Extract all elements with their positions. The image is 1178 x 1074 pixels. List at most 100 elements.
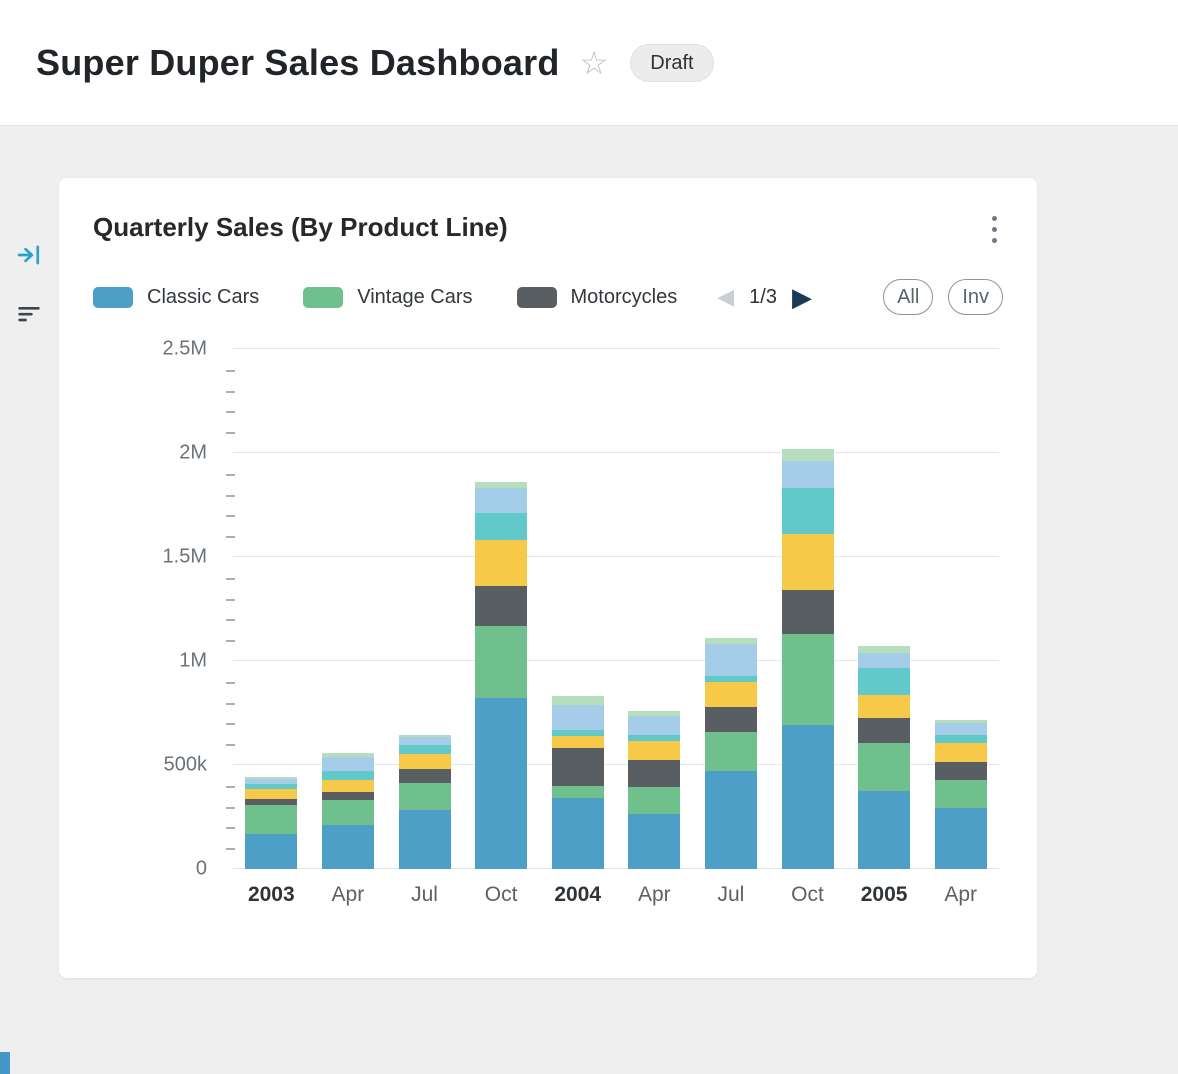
bar-segment-series2	[475, 586, 528, 626]
bar-8	[858, 349, 911, 869]
bar-segment-series3	[398, 753, 451, 770]
bar-segment-series0	[475, 698, 528, 869]
bar-segment-series5	[934, 723, 987, 735]
bar-segment-series0	[551, 798, 604, 869]
y-tick-label: 1.5M	[162, 545, 207, 568]
legend-pager: ◀ 1/3 ▶	[717, 282, 812, 313]
bar-segment-series0	[321, 825, 374, 869]
y-minor-tick	[226, 848, 235, 851]
legend-prev-icon[interactable]: ◀	[717, 284, 735, 309]
bar-segment-series3	[475, 540, 528, 587]
x-tick-label: Apr	[637, 883, 671, 906]
legend-item-2[interactable]: Motorcycles	[516, 286, 677, 309]
bar-segment-series6	[628, 710, 681, 717]
bar-segment-series1	[934, 779, 987, 808]
bar-segment-series3	[704, 681, 757, 707]
page-header: Super Duper Sales Dashboard ☆ Draft	[0, 0, 1178, 126]
x-tick-label: 2003	[247, 883, 295, 906]
bar-segment-series1	[628, 786, 681, 814]
bar-segment-series2	[628, 759, 681, 787]
bar-segment-series4	[628, 734, 681, 742]
y-tick-label: 2.5M	[162, 337, 207, 360]
bar-segment-series6	[704, 638, 757, 645]
y-minor-tick	[226, 369, 235, 372]
bar-segment-series5	[704, 644, 757, 676]
bar-segment-series0	[858, 791, 911, 869]
expand-panel-icon[interactable]	[14, 240, 44, 270]
y-minor-tick	[226, 494, 235, 497]
y-minor-tick	[226, 411, 235, 414]
y-minor-tick	[226, 681, 235, 684]
gridline	[233, 868, 999, 869]
bar-segment-series1	[551, 785, 604, 799]
bar-segment-series2	[781, 590, 834, 634]
y-minor-tick	[226, 598, 235, 601]
bar-segment-series5	[475, 488, 528, 514]
bar-segment-series2	[704, 706, 757, 732]
legend-item-1[interactable]: Vintage Cars	[303, 285, 473, 309]
bar-segment-series0	[934, 807, 987, 869]
x-tick-label: 2005	[860, 883, 908, 906]
bar-5	[628, 349, 681, 869]
bar-segment-series3	[781, 534, 834, 591]
y-minor-tick	[226, 640, 235, 643]
bar-1	[321, 349, 374, 869]
gridline	[233, 556, 999, 557]
bar-4	[551, 349, 604, 869]
bar-segment-series0	[398, 809, 451, 869]
bar-segment-series1	[781, 633, 834, 726]
gridline	[233, 764, 999, 765]
x-tick-label: Apr	[944, 883, 978, 906]
y-minor-tick	[226, 390, 235, 393]
bar-segment-series4	[704, 675, 757, 682]
legend-next-icon[interactable]: ▶	[791, 281, 812, 312]
bar-segment-series6	[321, 752, 374, 757]
y-minor-tick	[226, 723, 235, 726]
bar-segment-series5	[321, 756, 374, 772]
kebab-menu-icon[interactable]	[986, 208, 1003, 251]
bar-segment-series0	[245, 833, 298, 869]
bar-7	[781, 349, 834, 869]
bar-segment-series5	[628, 716, 681, 735]
bar-segment-series3	[551, 735, 604, 749]
y-minor-tick	[226, 577, 235, 580]
page-title: Super Duper Sales Dashboard	[36, 41, 560, 83]
bottom-left-accent	[0, 1052, 10, 1074]
y-tick-label: 1M	[179, 649, 207, 672]
filter-icon[interactable]	[14, 298, 44, 328]
bar-segment-series4	[934, 734, 987, 744]
bar-segment-series6	[858, 646, 911, 653]
bar-segment-series0	[781, 725, 834, 869]
bar-segment-series4	[398, 745, 451, 754]
bar-segment-series6	[781, 448, 834, 462]
y-minor-tick	[226, 785, 235, 788]
y-minor-tick	[226, 619, 235, 622]
y-minor-tick	[226, 827, 235, 830]
bar-segment-series6	[475, 482, 528, 489]
bar-segment-series6	[245, 776, 298, 779]
legend-label: Vintage Cars	[357, 285, 473, 308]
x-tick-label: Jul	[717, 883, 745, 906]
bar-segment-series5	[858, 652, 911, 669]
gridline	[233, 348, 999, 349]
legend-item-0[interactable]: Classic Cars	[93, 286, 259, 309]
favorite-star-icon[interactable]: ☆	[579, 44, 609, 81]
legend-swatch	[303, 286, 344, 308]
bar-segment-series2	[551, 748, 604, 786]
bar-2	[398, 349, 451, 869]
stacked-bar-chart: 0 500k 1M 1.5M 2M 2.5M 2003 Apr Jul Oct 2004 Apr Ju…	[93, 338, 1003, 924]
inv-button[interactable]: Inv	[948, 279, 1003, 315]
y-minor-tick	[226, 473, 235, 476]
legend-swatch	[516, 286, 557, 308]
all-button[interactable]: All	[883, 279, 934, 315]
y-tick-label: 2M	[179, 441, 207, 464]
bar-segment-series0	[628, 813, 681, 869]
bar-segment-series5	[781, 461, 834, 489]
bar-segment-series1	[475, 625, 528, 699]
bar-segment-series5	[398, 736, 451, 746]
dashboard-content: Quarterly Sales (By Product Line) Classi…	[0, 178, 1178, 978]
bar-segment-series3	[858, 695, 911, 719]
legend-swatch	[93, 286, 133, 308]
bar-segment-series5	[551, 704, 604, 730]
status-badge: Draft	[630, 43, 714, 82]
